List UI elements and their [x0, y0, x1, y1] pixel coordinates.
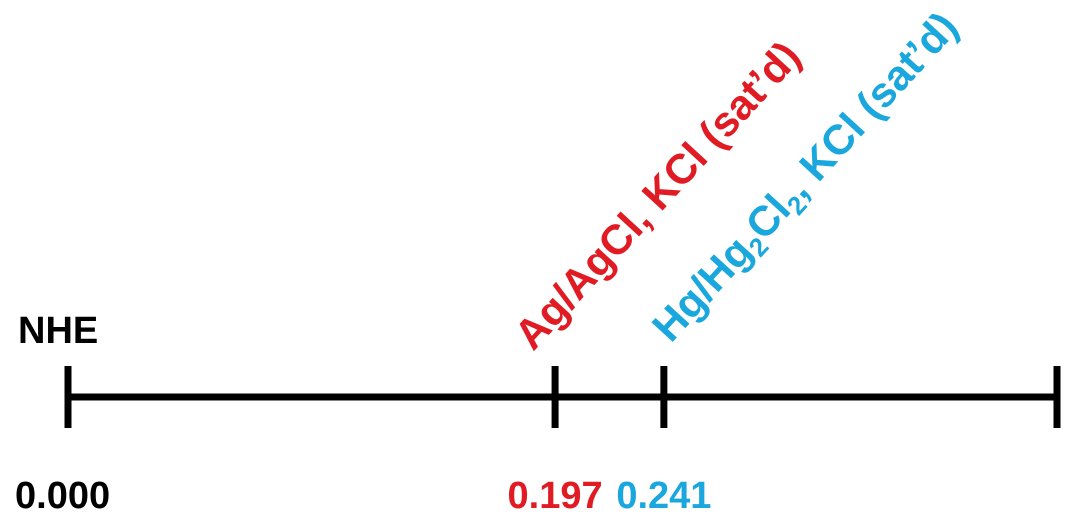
value-label-ag-agcl: 0.197: [508, 475, 603, 515]
nhe-label: NHE: [18, 310, 98, 352]
sce-part-hg: Hg/Hg: [643, 227, 761, 350]
value-label-sce: 0.241: [616, 475, 711, 515]
value-label-nhe: 0.000: [15, 475, 110, 515]
sce-part-kcl: , KCl (sat’d): [774, 3, 966, 207]
